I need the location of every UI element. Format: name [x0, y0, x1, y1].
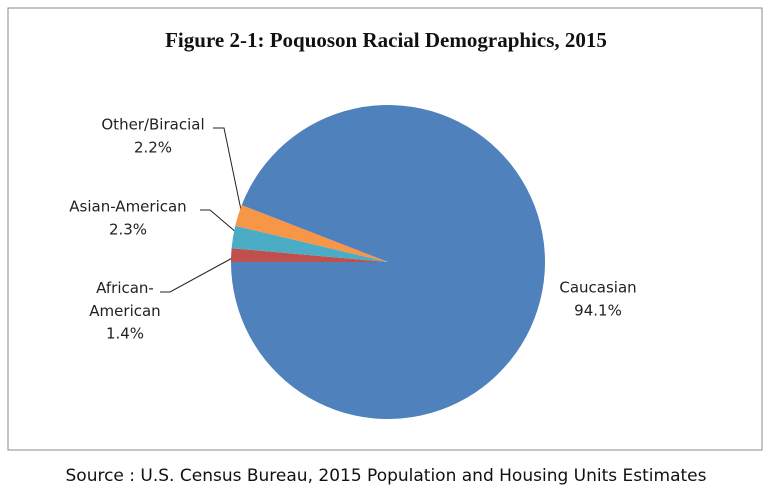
- slice-label: Other/Biracial: [101, 116, 204, 134]
- slice-value-label: 2.2%: [134, 139, 172, 157]
- pie-slice: [231, 248, 388, 262]
- pie-slice: [235, 205, 388, 262]
- pie-slice: [231, 225, 388, 262]
- leader-line: [213, 127, 242, 211]
- leader-line: [160, 255, 237, 293]
- leader-line: [200, 209, 238, 234]
- slice-label: Caucasian: [559, 279, 636, 297]
- slice-value-label: 1.4%: [106, 325, 144, 343]
- source-note: Source : U.S. Census Bureau, 2015 Popula…: [66, 466, 707, 486]
- slice-value-label: 94.1%: [574, 302, 622, 320]
- pie: [231, 105, 545, 420]
- label-line: American: [89, 302, 160, 320]
- label-line: African-: [96, 279, 154, 297]
- chart-title: Figure 2-1: Poquoson Racial Demographics…: [165, 28, 607, 52]
- slice-label: Asian-American: [69, 198, 186, 216]
- pie-slice: [231, 105, 545, 420]
- leader-lines: [160, 127, 242, 293]
- slice-label: African- American: [89, 279, 160, 320]
- slice-value-label: 2.3%: [109, 221, 147, 239]
